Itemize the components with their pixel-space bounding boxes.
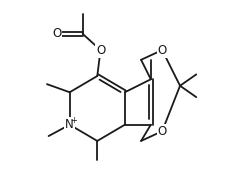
Text: O: O — [96, 44, 105, 57]
Text: N: N — [65, 118, 74, 131]
Text: +: + — [70, 116, 77, 125]
Text: O: O — [158, 125, 167, 138]
Text: O: O — [52, 27, 61, 40]
Text: O: O — [158, 44, 167, 57]
